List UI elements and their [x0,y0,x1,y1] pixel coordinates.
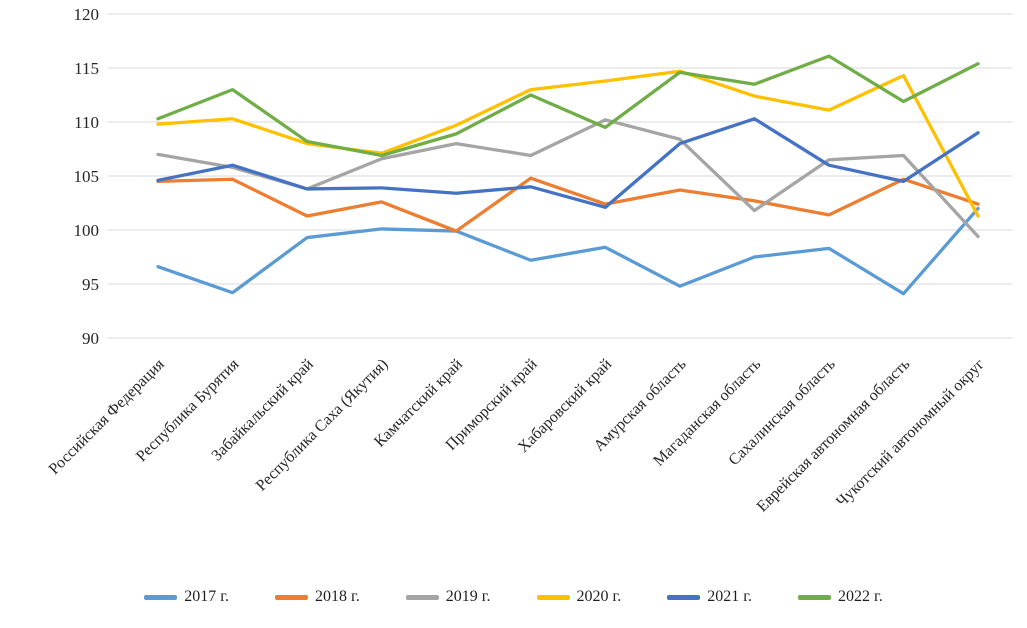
legend-label: 2018 г. [314,588,360,605]
y-axis-tick-label: 110 [74,113,99,132]
x-axis-category-label: Республика Саха (Якутия) [253,356,392,495]
legend-label: 2022 г. [838,588,883,605]
y-axis-tick-label: 95 [82,275,99,294]
legend-swatch-line [536,594,570,600]
legend-swatch-line [405,594,439,600]
legend-label: 2021 г. [707,588,753,605]
series-line-2018 [156,176,980,233]
legend-item: 2018 г. [274,588,360,606]
legend-label: 2020 г. [576,588,622,605]
y-axis-tick-label: 90 [82,329,99,348]
chart-legend: 2017 г. 2018 г. 2019 г. 2020 г. 2021 г. 2022 … [0,588,1027,606]
y-axis-tick-label: 120 [74,5,100,24]
x-axis-category-label: Еврейская автономная область [754,356,914,516]
legend-swatch-line [144,594,178,600]
series-line-2022 [156,54,980,158]
legend-item: 2021 г. [667,588,752,606]
legend-item: 2019 г. [405,588,491,606]
series-line-2019 [156,118,980,239]
y-axis-tick-label: 100 [74,221,100,240]
legend-item: 2020 г. [536,588,622,606]
x-axis-category-label: Чукотский автономный округ [833,356,988,511]
y-axis-tick-label: 115 [74,59,99,78]
legend-swatch-line [798,594,832,600]
legend-swatch-line [274,594,308,600]
y-axis-tick-label: 105 [74,167,100,186]
series-line-2020 [156,69,980,218]
legend-label: 2019 г. [445,588,491,605]
legend-item: 2022 г. [798,588,883,606]
legend-label: 2017 г. [184,588,229,605]
legend-swatch-line [667,594,701,600]
legend-item: 2017 г. [144,588,229,606]
series-line-2017 [156,206,980,296]
series-line-2021 [156,117,980,209]
